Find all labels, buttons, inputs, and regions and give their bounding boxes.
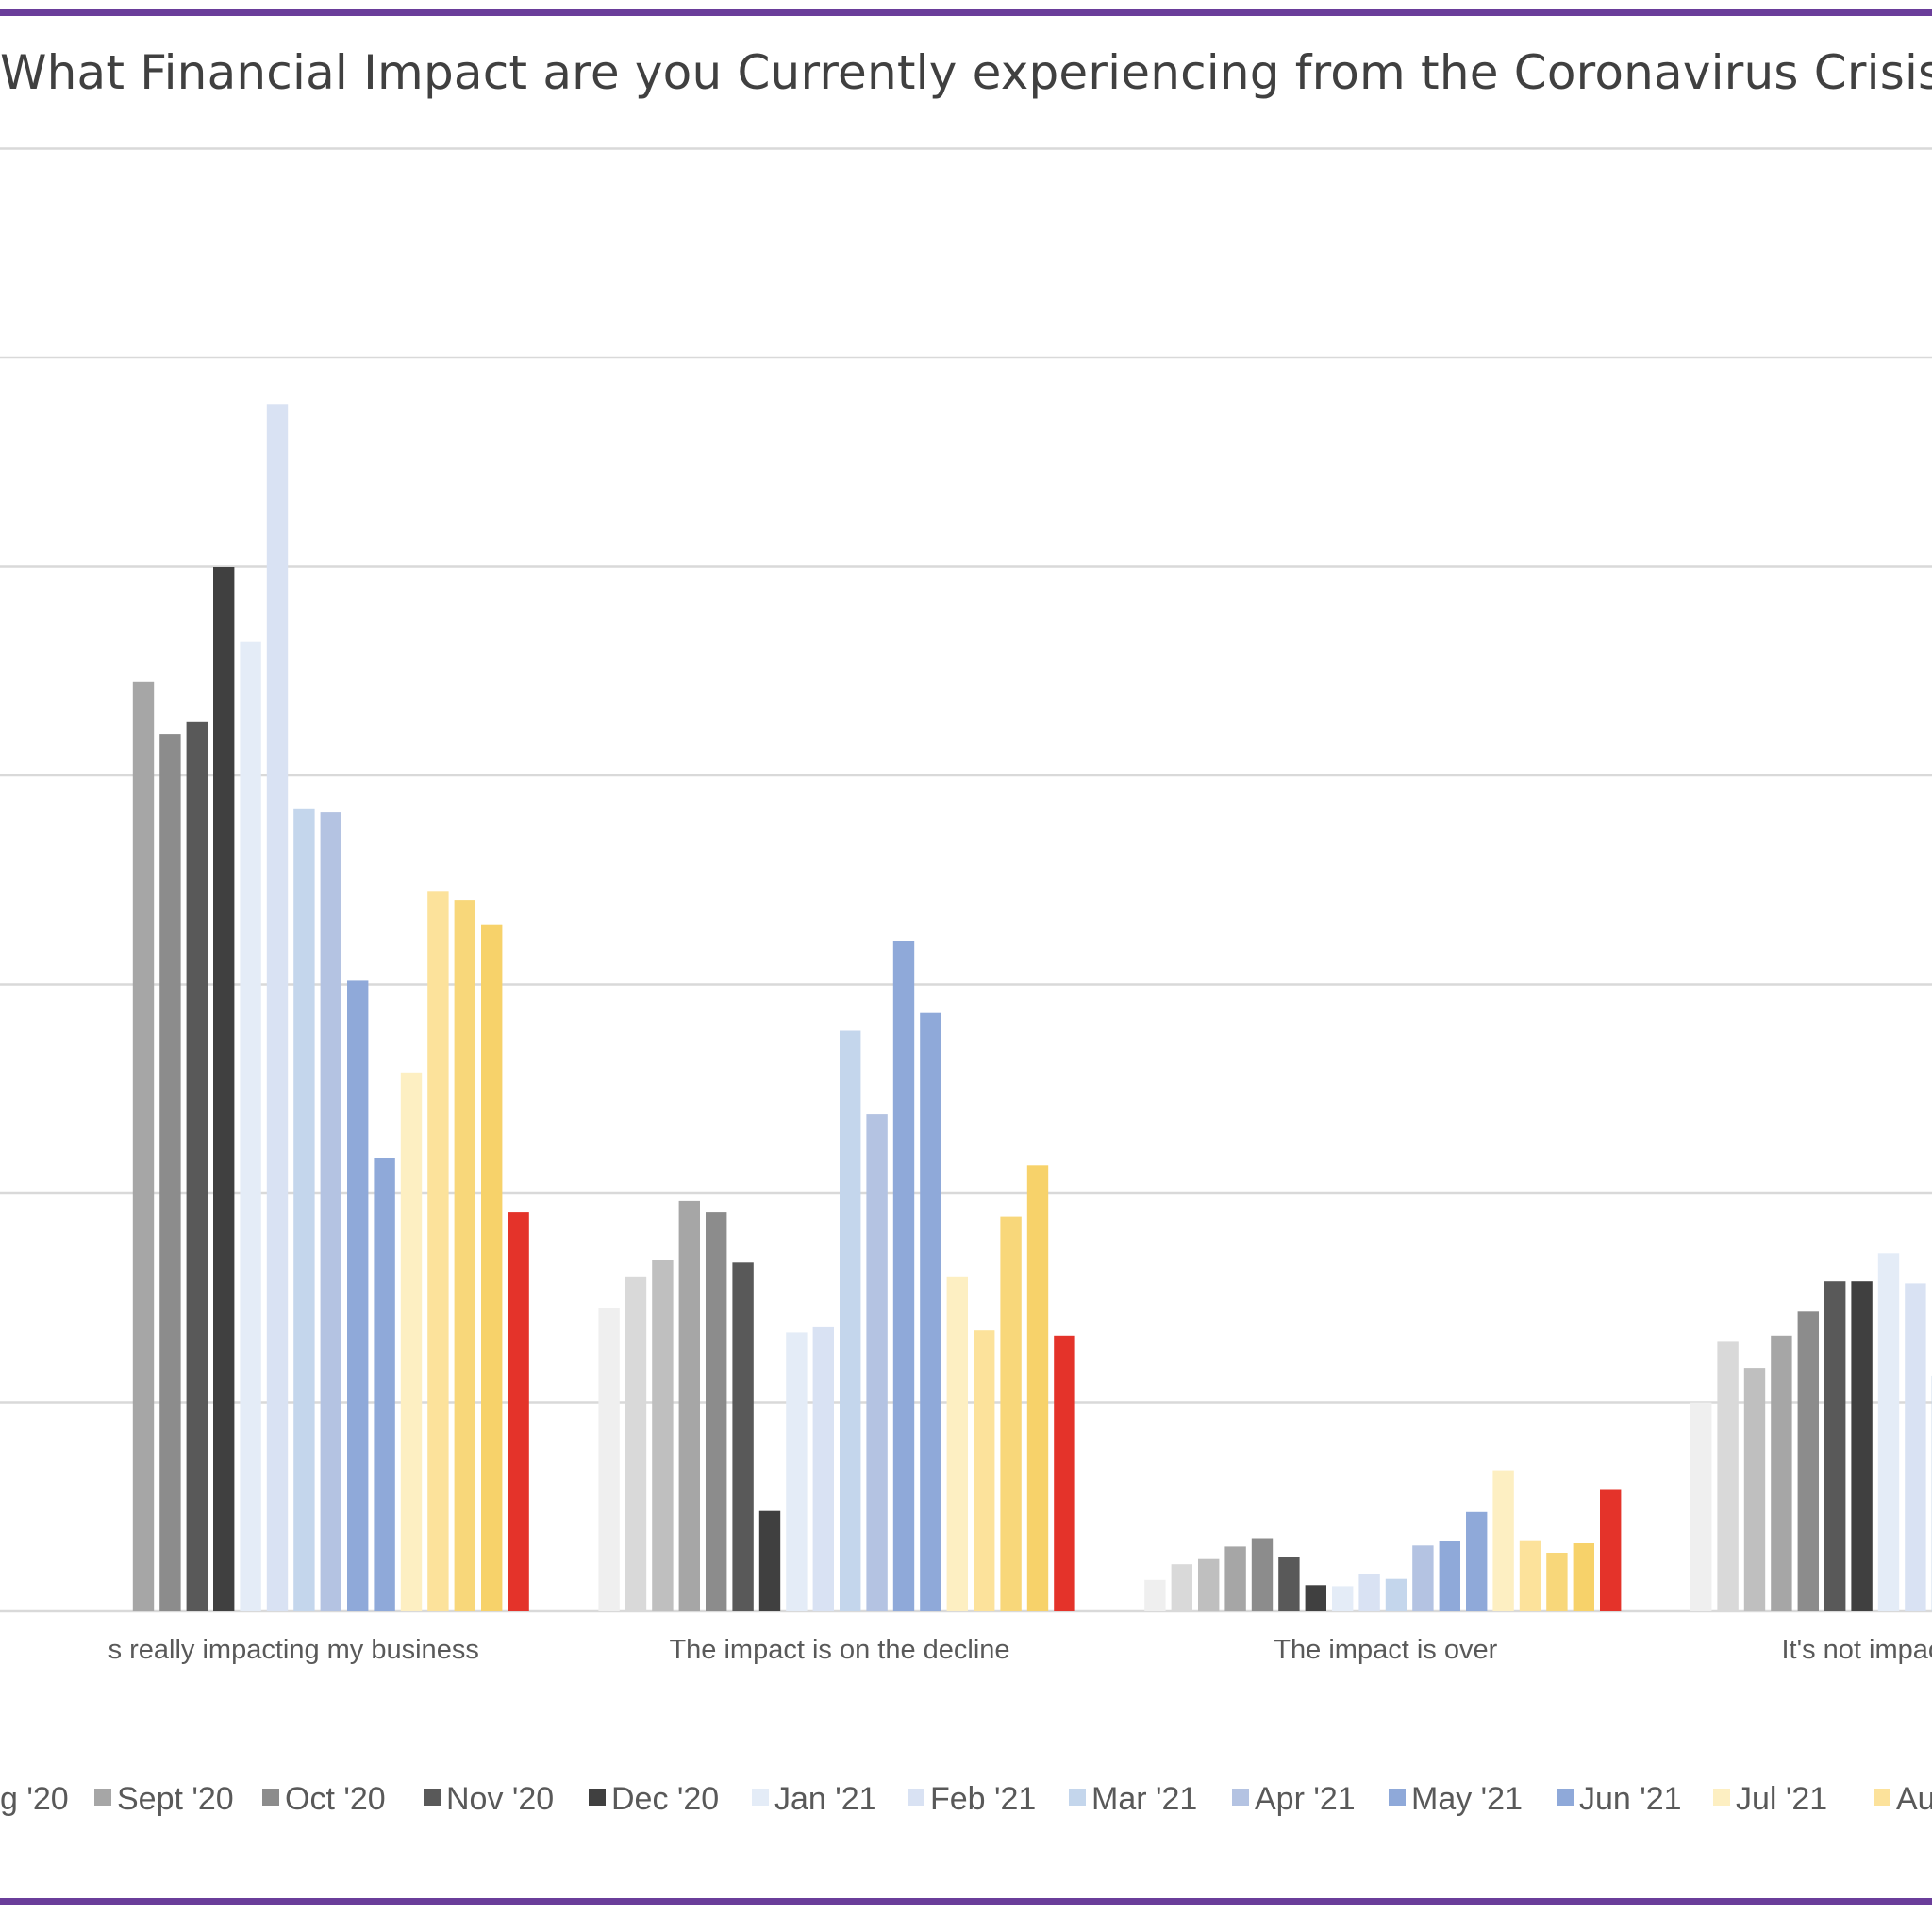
legend-swatch bbox=[1069, 1789, 1086, 1806]
bar bbox=[1412, 1545, 1434, 1611]
legend-swatch bbox=[752, 1789, 769, 1806]
bar bbox=[481, 924, 503, 1611]
bar bbox=[320, 812, 341, 1611]
bar bbox=[1573, 1543, 1594, 1611]
legend-label: Au bbox=[1896, 1781, 1932, 1817]
bar bbox=[1877, 1253, 1900, 1611]
bar bbox=[625, 1276, 647, 1611]
bar bbox=[1332, 1586, 1354, 1611]
bar bbox=[1439, 1541, 1460, 1611]
bar bbox=[1690, 1402, 1712, 1611]
legend-swatch bbox=[1557, 1789, 1574, 1806]
bar bbox=[786, 1332, 808, 1611]
bar bbox=[1385, 1578, 1407, 1611]
category-label: s really impacting my business bbox=[108, 1635, 479, 1665]
legend-swatch bbox=[262, 1789, 279, 1806]
category-label: It's not impacting my bus bbox=[1781, 1635, 1932, 1665]
bar bbox=[706, 1212, 727, 1611]
bar bbox=[374, 1158, 395, 1611]
bar bbox=[920, 1012, 941, 1611]
bar bbox=[1797, 1311, 1819, 1611]
bar bbox=[1358, 1574, 1380, 1611]
bar bbox=[1717, 1341, 1739, 1611]
legend-label: Jan '21 bbox=[774, 1781, 877, 1817]
legend-label: Feb '21 bbox=[930, 1781, 1036, 1817]
bar bbox=[1546, 1553, 1568, 1611]
legend-swatch bbox=[424, 1789, 441, 1806]
legend: g '20 Sept '20 Oct '20 Nov '20 Dec '20 Jan '2… bbox=[0, 1781, 1932, 1817]
bar bbox=[652, 1260, 674, 1611]
legend-label: Apr '21 bbox=[1255, 1781, 1356, 1817]
bar bbox=[213, 567, 235, 1611]
legend-label: Jun '21 bbox=[1579, 1781, 1682, 1817]
legend-label: Dec '20 bbox=[611, 1781, 719, 1817]
legend-swatch bbox=[589, 1789, 606, 1806]
bar bbox=[1492, 1470, 1514, 1611]
bar bbox=[1466, 1511, 1488, 1611]
bar bbox=[132, 681, 155, 1611]
bar bbox=[1278, 1557, 1300, 1611]
bar bbox=[1771, 1335, 1792, 1611]
bar bbox=[1305, 1585, 1326, 1611]
bar bbox=[974, 1330, 995, 1611]
bar bbox=[1144, 1579, 1166, 1611]
bar bbox=[186, 721, 208, 1611]
legend-swatch bbox=[1232, 1789, 1249, 1806]
bar bbox=[454, 900, 475, 1611]
bar bbox=[758, 1510, 781, 1611]
bar bbox=[240, 641, 261, 1612]
bar bbox=[946, 1276, 968, 1611]
bar bbox=[840, 1030, 861, 1611]
bar bbox=[347, 980, 369, 1611]
bar bbox=[1026, 1165, 1049, 1611]
bar bbox=[1743, 1368, 1766, 1611]
legend-label: Mar '21 bbox=[1091, 1781, 1197, 1817]
bar bbox=[892, 941, 915, 1611]
bar bbox=[508, 1212, 529, 1611]
bar bbox=[1000, 1216, 1022, 1611]
bar bbox=[159, 734, 181, 1611]
legend-label: May '21 bbox=[1411, 1781, 1523, 1817]
legend-label: Sept '20 bbox=[117, 1781, 234, 1817]
category-label: The impact is on the decline bbox=[669, 1635, 1009, 1665]
legend-swatch bbox=[1874, 1789, 1890, 1806]
category-labels: s really impacting my business The impact… bbox=[108, 1635, 1932, 1665]
bar bbox=[266, 404, 289, 1611]
bars bbox=[132, 404, 1932, 1612]
bar bbox=[598, 1308, 620, 1611]
bar bbox=[1251, 1538, 1274, 1611]
legend-swatch bbox=[908, 1789, 924, 1806]
bottom-border bbox=[0, 1898, 1932, 1905]
bar bbox=[427, 891, 449, 1611]
legend-label: Jul '21 bbox=[1736, 1781, 1827, 1817]
bar bbox=[812, 1326, 834, 1611]
bar bbox=[1224, 1546, 1246, 1611]
bar bbox=[1171, 1564, 1192, 1611]
bar bbox=[1824, 1281, 1846, 1611]
bar bbox=[1198, 1558, 1220, 1612]
bar bbox=[1600, 1489, 1622, 1611]
legend-swatch bbox=[1389, 1789, 1406, 1806]
legend-label: g '20 bbox=[0, 1781, 69, 1817]
bar bbox=[1054, 1335, 1075, 1611]
category-label: The impact is over bbox=[1274, 1635, 1497, 1665]
bar bbox=[1519, 1540, 1541, 1611]
legend-swatch bbox=[94, 1789, 111, 1806]
bar bbox=[678, 1200, 700, 1611]
bar bbox=[1851, 1281, 1873, 1611]
top-border bbox=[0, 9, 1932, 16]
bar bbox=[732, 1262, 754, 1611]
legend-swatch bbox=[1713, 1789, 1730, 1806]
bar bbox=[400, 1072, 423, 1611]
legend-label: Nov '20 bbox=[446, 1781, 554, 1817]
bar bbox=[293, 808, 315, 1611]
bar bbox=[866, 1114, 888, 1611]
chart-title: What Financial Impact are you Currently … bbox=[0, 45, 1932, 100]
bar bbox=[1905, 1283, 1926, 1611]
legend-label: Oct '20 bbox=[285, 1781, 386, 1817]
